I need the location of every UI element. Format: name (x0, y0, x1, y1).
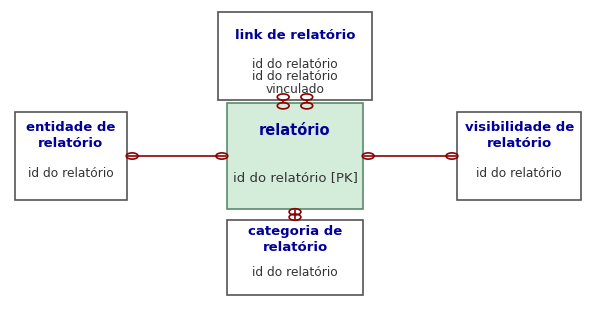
Text: categoria de
relatório: categoria de relatório (248, 225, 342, 254)
Text: id do relatório: id do relatório (252, 58, 338, 71)
FancyBboxPatch shape (218, 12, 372, 100)
FancyBboxPatch shape (15, 112, 127, 200)
Text: id do relatório: id do relatório (28, 167, 114, 180)
FancyBboxPatch shape (457, 112, 581, 200)
Text: id do relatório [PK]: id do relatório [PK] (232, 171, 358, 184)
Text: link de relatório: link de relatório (235, 29, 355, 42)
Text: visibilidade de
relatório: visibilidade de relatório (464, 120, 574, 149)
Text: id do relatório: id do relatório (252, 266, 338, 279)
FancyBboxPatch shape (227, 103, 363, 209)
Text: relatório: relatório (259, 123, 331, 138)
Text: vinculado: vinculado (266, 83, 324, 96)
FancyBboxPatch shape (227, 220, 363, 295)
Text: entidade de
relatório: entidade de relatório (26, 120, 116, 149)
Text: id do relatório: id do relatório (252, 71, 338, 84)
Text: id do relatório: id do relatório (476, 167, 562, 180)
